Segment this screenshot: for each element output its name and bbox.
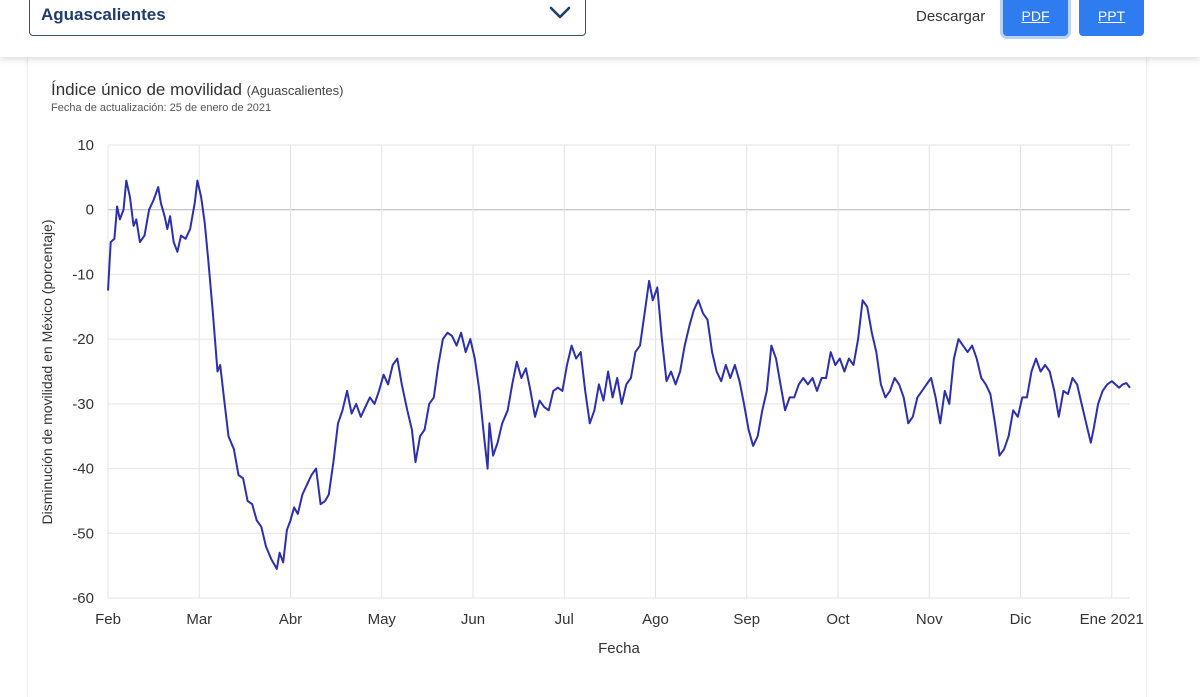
x-tick-label: Ene 2021 bbox=[1080, 611, 1144, 628]
x-tick-label: Ago bbox=[642, 611, 669, 628]
y-tick-label: 0 bbox=[86, 202, 94, 219]
y-tick-label: -50 bbox=[72, 525, 94, 542]
pdf-download-button[interactable]: PDF bbox=[1003, 0, 1068, 36]
ppt-download-button[interactable]: PPT bbox=[1079, 0, 1144, 36]
chart-card bbox=[27, 57, 1147, 697]
x-tick-label: May bbox=[368, 611, 397, 628]
x-tick-label: Feb bbox=[95, 611, 121, 628]
y-axis-ticks: 10 0 -10 -20 -30 -40 -50 -60 bbox=[72, 137, 94, 607]
y-tick-label: -20 bbox=[72, 331, 94, 348]
x-tick-label: Jul bbox=[555, 611, 574, 628]
mobility-series-line bbox=[107, 179, 1131, 570]
x-tick-label: Jun bbox=[461, 611, 485, 628]
mobility-line-chart: 10 0 -10 -20 -30 -40 -50 -60 Feb Mar Abr May Jun Jul… bbox=[39, 137, 1144, 657]
x-axis-ticks: Feb Mar Abr May Jun Jul Ago Sep Oct Nov Dic Ene 202… bbox=[95, 611, 1144, 628]
chevron-down-icon bbox=[549, 6, 571, 19]
chart-update-date: Fecha de actualización: 25 de enero de 2… bbox=[51, 102, 272, 114]
y-tick-label: -30 bbox=[72, 396, 94, 413]
chart-title: Índice único de movilidad (Aguascaliente… bbox=[51, 80, 343, 100]
top-toolbar: Aguascalientes Descargar PDF PPT bbox=[0, 0, 1200, 57]
x-tick-label: Sep bbox=[733, 611, 760, 628]
state-dropdown[interactable]: Aguascalientes bbox=[29, 0, 586, 36]
y-tick-label: -40 bbox=[72, 461, 94, 478]
state-dropdown-value: Aguascalientes bbox=[41, 5, 166, 24]
x-tick-label: Nov bbox=[916, 611, 943, 628]
chart-title-main: Índice único de movilidad bbox=[51, 80, 242, 99]
y-tick-label: -60 bbox=[72, 590, 94, 607]
x-tick-label: Mar bbox=[186, 611, 212, 628]
y-tick-label: -10 bbox=[72, 266, 94, 283]
x-tick-label: Abr bbox=[279, 611, 302, 628]
x-axis-label: Fecha bbox=[598, 640, 640, 657]
x-tick-label: Dic bbox=[1010, 611, 1032, 628]
chart-title-state: (Aguascalientes) bbox=[246, 83, 344, 98]
y-axis-label: Disminución de movilidad en México (porc… bbox=[39, 219, 55, 524]
x-tick-label: Oct bbox=[826, 611, 850, 628]
download-label: Descargar bbox=[916, 8, 986, 25]
y-tick-label: 10 bbox=[77, 137, 94, 154]
